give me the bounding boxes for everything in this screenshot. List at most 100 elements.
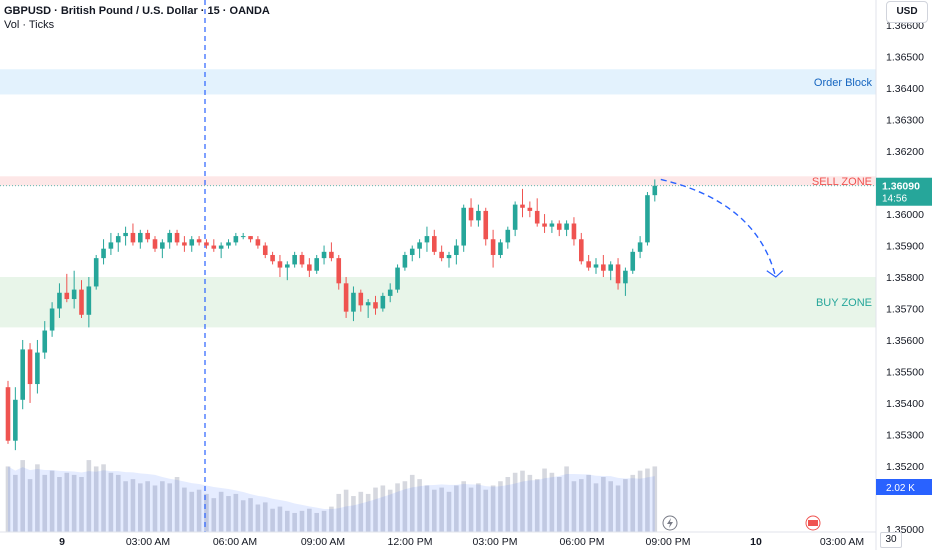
volume-bar xyxy=(123,481,128,532)
candle-body xyxy=(476,210,481,221)
price-tick-label: 1.36000 xyxy=(886,209,924,221)
volume-bar xyxy=(182,487,187,532)
candle-body xyxy=(439,251,444,259)
volume-ma-area xyxy=(8,466,655,532)
volume-bar xyxy=(461,481,466,532)
candle-body xyxy=(174,232,180,243)
last-price-label: 1.36090 xyxy=(882,181,920,193)
volume-bar xyxy=(42,474,48,532)
candle-body xyxy=(358,292,364,306)
volume-tag xyxy=(876,479,932,495)
volume-bar xyxy=(351,496,356,532)
candle-body xyxy=(365,302,371,306)
volume-bar xyxy=(86,460,92,532)
price-tick-label: 1.35300 xyxy=(886,429,924,441)
candle-body xyxy=(505,229,511,243)
volume-bar xyxy=(542,468,547,532)
corner-badge[interactable]: 30 xyxy=(880,532,902,548)
volume-bar xyxy=(549,472,555,532)
volume-bar xyxy=(57,477,62,532)
candle-body xyxy=(145,232,150,240)
time-tick-label: 9 xyxy=(59,536,65,548)
candle-body xyxy=(564,223,569,230)
volume-bar xyxy=(505,477,511,532)
volume-bar xyxy=(520,470,525,532)
candle-body xyxy=(211,245,217,249)
candle-body xyxy=(520,204,525,208)
volume-bar xyxy=(387,489,393,532)
volume-bar xyxy=(71,474,77,532)
candle-body xyxy=(20,349,25,400)
candle-body xyxy=(79,289,84,315)
volume-indicator-label[interactable]: Vol · Ticks xyxy=(4,19,55,31)
volume-bar xyxy=(476,483,481,532)
volume-bar xyxy=(240,500,246,532)
candle-body xyxy=(490,239,496,255)
volume-bar xyxy=(255,504,261,532)
volume-bar xyxy=(174,477,180,532)
candle-body xyxy=(71,289,77,300)
volume-bar xyxy=(630,474,636,532)
candle-body xyxy=(270,254,275,262)
volume-bar xyxy=(637,470,643,532)
candle-body xyxy=(123,232,128,237)
candle-body xyxy=(395,267,400,290)
time-tick-label: 10 xyxy=(750,536,762,548)
candle-body xyxy=(262,245,268,255)
volume-bar xyxy=(299,510,305,532)
candle-body xyxy=(314,258,319,271)
candle-body xyxy=(42,330,48,353)
projection-arrowhead xyxy=(766,270,784,278)
candle-body xyxy=(586,261,591,268)
candle-body xyxy=(115,236,121,243)
candle-body xyxy=(167,232,172,243)
candle-body xyxy=(35,352,40,385)
candle-body xyxy=(108,242,114,249)
candle-body xyxy=(101,248,106,259)
candle-body xyxy=(373,302,378,309)
candle-body xyxy=(402,254,408,268)
candle-body xyxy=(189,239,195,246)
candle-body xyxy=(64,292,70,300)
volume-bar xyxy=(152,485,158,532)
volume-bar xyxy=(446,491,452,532)
candle-body xyxy=(13,399,18,441)
volume-bar xyxy=(93,466,99,532)
price-tick-label: 1.36600 xyxy=(886,20,924,32)
candle-body xyxy=(498,242,503,255)
candle-body xyxy=(27,349,33,385)
volume-bar xyxy=(652,466,658,532)
volume-bar xyxy=(285,510,290,532)
candle-body xyxy=(329,251,334,259)
chart-legend: GBPUSD · British Pound / U.S. Dollar · 1… xyxy=(4,4,270,32)
volume-bar xyxy=(233,493,239,532)
symbol-title[interactable]: GBPUSD · British Pound / U.S. Dollar · 1… xyxy=(4,5,270,17)
candle-body xyxy=(542,223,547,227)
candle-body xyxy=(160,242,165,249)
time-tick-label: 06:00 AM xyxy=(213,536,257,548)
zone-label-1: SELL ZONE xyxy=(812,176,872,188)
volume-bar xyxy=(343,489,349,532)
volume-bar xyxy=(373,487,378,532)
price-tick-label: 1.35900 xyxy=(886,241,924,253)
volume-bar xyxy=(564,466,569,532)
candle-body xyxy=(417,242,422,249)
time-tick-label: 03:00 AM xyxy=(820,536,864,548)
price-tick-label: 1.35400 xyxy=(886,398,924,410)
volume-tag-label: 2.02 K xyxy=(886,483,915,494)
candle-body xyxy=(93,258,99,287)
zone-1 xyxy=(0,176,876,186)
candle-body xyxy=(307,264,312,271)
candle-body xyxy=(615,264,621,284)
volume-bar xyxy=(145,481,150,532)
candle-body xyxy=(138,232,143,243)
candle-body xyxy=(292,254,297,265)
volume-bar xyxy=(336,493,342,532)
currency-button[interactable]: USD xyxy=(886,1,928,23)
price-tick-label: 1.36400 xyxy=(886,83,924,95)
volume-bar xyxy=(49,470,55,532)
time-tick-label: 09:00 PM xyxy=(646,536,691,548)
candle-body xyxy=(196,239,202,243)
zone-label-2: BUY ZONE xyxy=(816,297,872,309)
